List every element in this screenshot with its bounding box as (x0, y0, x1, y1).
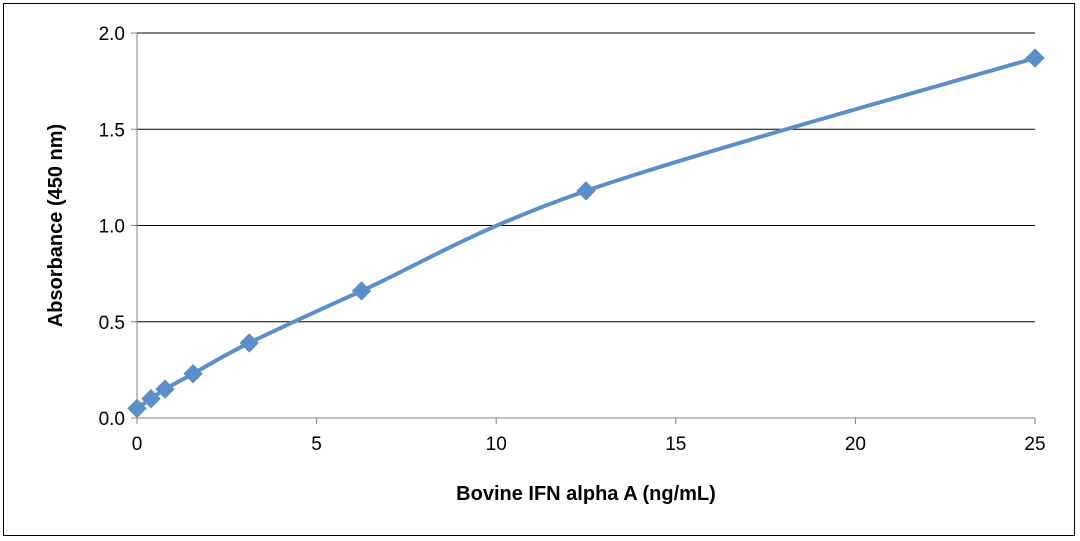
data-point-1 (141, 389, 161, 409)
x-tick-label-1: 5 (311, 434, 322, 455)
x-tick-label-0: 0 (132, 434, 143, 455)
x-tick-label-5: 25 (1024, 434, 1045, 455)
y-tick-label-4: 2.0 (99, 24, 125, 45)
data-point-2 (155, 379, 175, 399)
axes (131, 32, 1036, 424)
x-tick-label-3: 15 (665, 434, 686, 455)
gridlines (137, 32, 1035, 323)
tick-labels: 0.0 0.5 1.0 1.5 2.0 0 5 10 15 20 25 (99, 24, 1046, 455)
chart-frame (3, 3, 1075, 536)
y-tick-label-0: 0.0 (99, 409, 125, 430)
data-point-7 (1025, 48, 1045, 68)
series-line-0 (135, 56, 1037, 411)
data-point-6 (576, 181, 596, 201)
y-tick-label-1: 0.5 (99, 313, 125, 334)
y-axis-title: Absorbance (450 nm) (45, 124, 67, 327)
data-point-4 (239, 333, 259, 353)
data-series (127, 48, 1045, 419)
data-point-5 (351, 281, 372, 301)
data-point-0 (127, 398, 147, 419)
x-axis-title: Bovine IFN alpha A (ng/mL) (456, 483, 716, 505)
y-tick-label-2: 1.0 (99, 217, 125, 238)
data-point-3 (183, 364, 203, 384)
y-tick-label-3: 1.5 (99, 120, 125, 141)
x-tick-label-4: 20 (845, 434, 866, 455)
x-tick-label-2: 10 (486, 434, 507, 455)
